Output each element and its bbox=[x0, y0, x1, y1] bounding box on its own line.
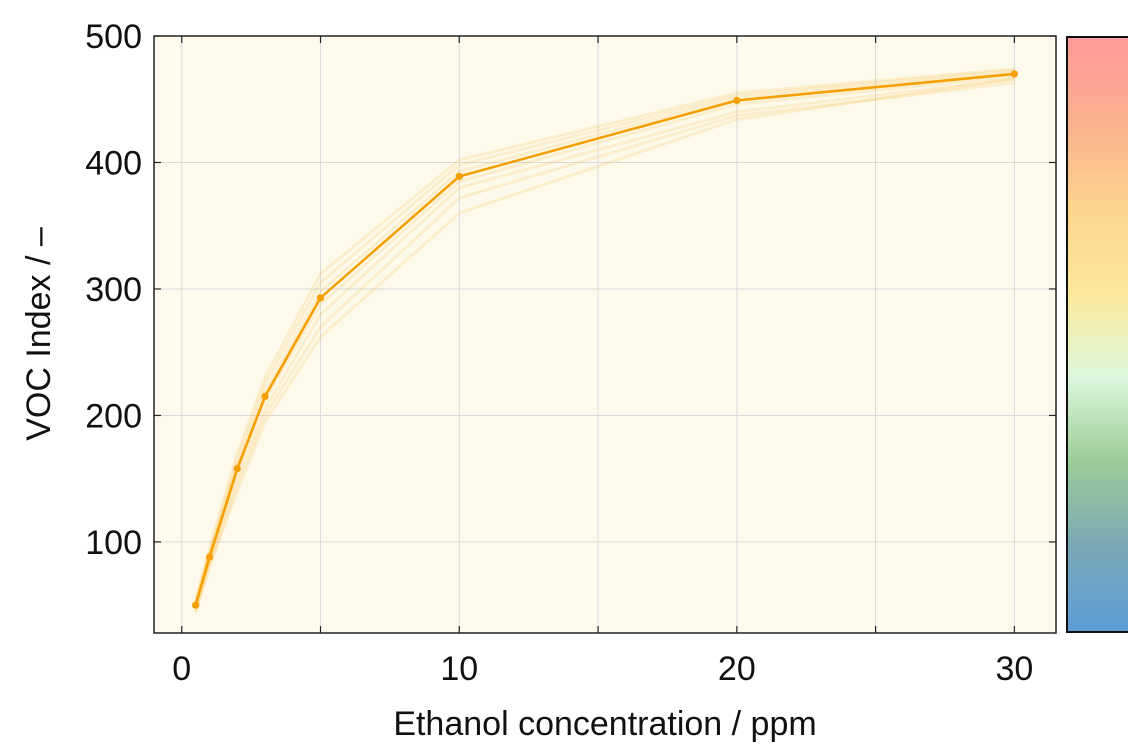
data-point bbox=[192, 601, 200, 609]
spread-line bbox=[194, 81, 1015, 612]
grid bbox=[154, 35, 1056, 633]
y-tick-label: 500 bbox=[85, 18, 142, 56]
tick-labels: 0 10 20 30 100 200 300 400 500 bbox=[85, 18, 1033, 688]
y-axis-title: VOC Index / – bbox=[20, 227, 58, 441]
data-point bbox=[233, 464, 241, 473]
colorbar bbox=[1066, 36, 1128, 633]
data-point bbox=[455, 172, 463, 180]
spread-line bbox=[194, 77, 1015, 610]
x-tick-label: 30 bbox=[995, 650, 1033, 688]
y-tick-label: 200 bbox=[85, 397, 142, 435]
ticks bbox=[154, 35, 1056, 633]
data-point bbox=[261, 392, 269, 401]
data-point bbox=[316, 294, 325, 302]
data-point bbox=[205, 553, 214, 561]
x-axis-title: Ethanol concentration / ppm bbox=[393, 705, 816, 743]
y-tick-label: 100 bbox=[85, 524, 142, 562]
data-point bbox=[733, 96, 741, 105]
x-tick-label: 10 bbox=[440, 650, 478, 688]
spread-line bbox=[194, 68, 1015, 602]
y-tick-label: 400 bbox=[85, 144, 142, 182]
plot-frame bbox=[153, 35, 1057, 634]
series-line bbox=[194, 72, 1015, 606]
y-tick-label: 300 bbox=[85, 271, 142, 309]
spread-line bbox=[194, 77, 1015, 614]
data-point bbox=[1010, 70, 1018, 78]
series-layer bbox=[192, 70, 1018, 609]
spread-line bbox=[194, 67, 1015, 600]
x-tick-label: 0 bbox=[172, 650, 191, 688]
x-tick-label: 20 bbox=[718, 650, 756, 688]
